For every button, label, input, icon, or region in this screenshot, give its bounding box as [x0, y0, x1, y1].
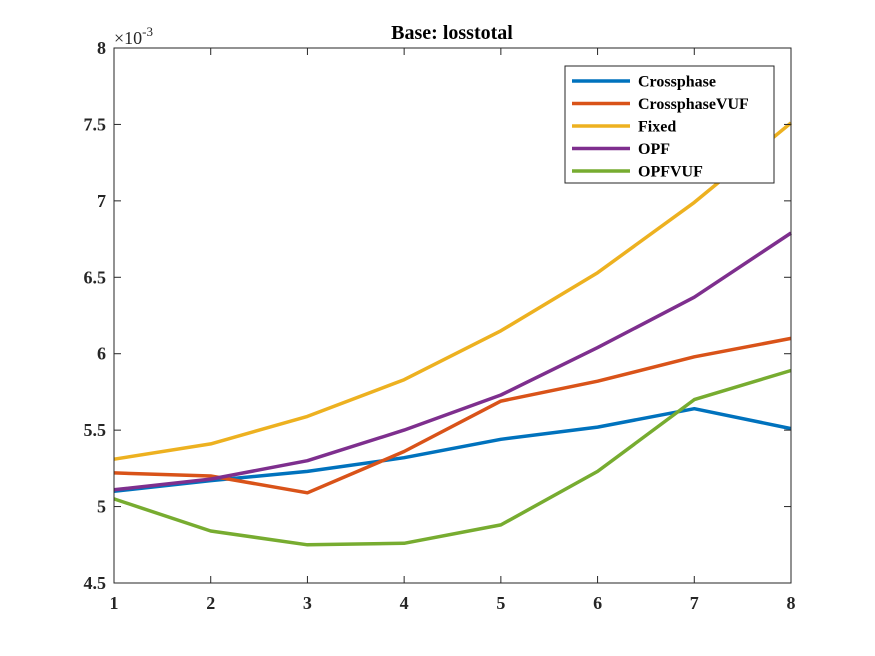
x-tick-label: 6	[593, 593, 602, 613]
legend: Crossphase CrossphaseVUF Fixed OPF OPFVUF	[564, 65, 775, 184]
x-tick-label: 8	[787, 593, 796, 613]
y-tick-label: 5	[97, 497, 106, 517]
legend-label-opf: OPF	[638, 141, 670, 158]
y-exponent-label: ×10-3	[114, 24, 153, 48]
y-tick-label: 6.5	[84, 267, 107, 287]
series-line-fixed	[113, 121, 793, 461]
y-tick-label: 7.5	[84, 114, 107, 134]
plot-frame	[113, 47, 792, 584]
x-tick-label: 7	[690, 593, 699, 613]
y-exponent-base: ×10	[114, 28, 142, 48]
y-exponent-power: -3	[142, 24, 153, 39]
y-tick-label: 8	[97, 38, 106, 58]
x-tick-label: 5	[496, 593, 505, 613]
legend-label-opfvuf: OPFVUF	[638, 164, 703, 181]
series-line-opfvuf	[113, 368, 792, 547]
y-tick-label: 6	[97, 344, 106, 364]
x-tick-label: 2	[206, 593, 215, 613]
x-tick-label: 4	[400, 593, 409, 613]
legend-label-crossphasevuf: CrossphaseVUF	[638, 96, 749, 113]
series-layer	[113, 121, 793, 547]
y-tick-label: 7	[97, 191, 106, 211]
legend-label-crossphase: Crossphase	[638, 74, 716, 91]
x-tick-label: 1	[110, 593, 119, 613]
chart-title: Base: losstotal	[391, 22, 513, 44]
y-tick-label: 5.5	[84, 420, 107, 440]
series-line-opf	[113, 231, 792, 492]
series-line-crossphasevuf	[113, 336, 792, 495]
legend-label-fixed: Fixed	[638, 119, 676, 136]
y-tick-label: 4.5	[84, 573, 107, 593]
x-tick-label: 3	[303, 593, 312, 613]
tick-layer: 1 2 3 4 5 6 7 8 4.5 5 5.5 6 6.5 7 7.5 8	[84, 38, 796, 613]
